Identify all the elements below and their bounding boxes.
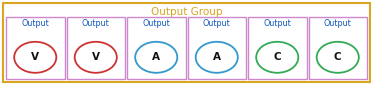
Ellipse shape [14, 42, 56, 73]
Text: C: C [273, 52, 281, 62]
Text: Output Group: Output Group [151, 7, 222, 17]
Text: Output: Output [21, 19, 49, 28]
Ellipse shape [256, 42, 298, 73]
FancyBboxPatch shape [6, 17, 65, 79]
FancyBboxPatch shape [248, 17, 307, 79]
Ellipse shape [135, 42, 177, 73]
Text: Output: Output [142, 19, 170, 28]
Text: Output: Output [82, 19, 110, 28]
Text: Output: Output [324, 19, 352, 28]
FancyBboxPatch shape [188, 17, 246, 79]
FancyBboxPatch shape [66, 17, 125, 79]
Ellipse shape [317, 42, 359, 73]
FancyBboxPatch shape [127, 17, 185, 79]
FancyBboxPatch shape [3, 3, 370, 82]
Text: C: C [334, 52, 342, 62]
Text: V: V [31, 52, 39, 62]
Ellipse shape [75, 42, 117, 73]
Text: Output: Output [263, 19, 291, 28]
FancyBboxPatch shape [308, 17, 367, 79]
Text: V: V [92, 52, 100, 62]
Ellipse shape [196, 42, 238, 73]
Text: A: A [152, 52, 160, 62]
Text: A: A [213, 52, 221, 62]
Text: Output: Output [203, 19, 231, 28]
